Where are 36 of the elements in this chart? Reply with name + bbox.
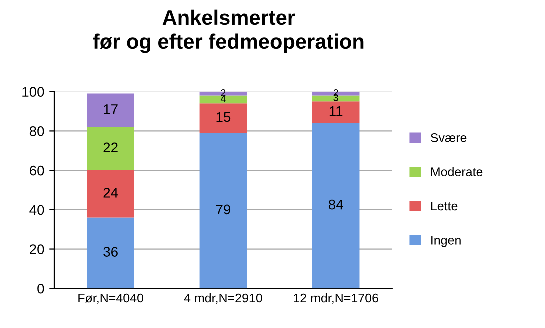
legend-label: Ingen <box>432 236 461 248</box>
data-label: 4 <box>220 96 226 102</box>
x-tick-label: 12 mdr,N=1706 <box>294 294 378 304</box>
y-tick-label: 80 <box>30 126 44 136</box>
data-label: 11 <box>330 106 343 116</box>
y-tick-label: 40 <box>30 205 44 216</box>
data-label: 22 <box>104 142 118 153</box>
y-tick-label: 20 <box>30 244 44 254</box>
legend-label: Svære <box>430 134 467 142</box>
y-tick-label: 0 <box>38 284 44 294</box>
bar <box>200 96 248 104</box>
x-tick-label: Før,N=4040 <box>78 294 144 304</box>
data-label: 24 <box>104 188 118 198</box>
x-tick-label: 4 mdr,N=2910 <box>184 294 262 304</box>
bar <box>87 170 134 218</box>
legend-label: Moderate <box>431 167 483 177</box>
bar <box>312 123 360 289</box>
bar <box>200 133 248 289</box>
bar <box>87 94 134 128</box>
bar <box>87 218 134 289</box>
data-label: 2 <box>221 90 226 96</box>
bar <box>312 102 360 124</box>
legend-label: Lette <box>431 202 458 211</box>
y-tick-label: 100 <box>22 87 44 98</box>
data-label: 15 <box>216 112 231 122</box>
bar <box>312 92 360 96</box>
bar <box>87 127 134 171</box>
bar <box>200 92 248 96</box>
data-label: 84 <box>328 200 344 210</box>
data-label: 36 <box>104 247 118 257</box>
data-label: 79 <box>216 204 231 215</box>
bar <box>200 104 248 134</box>
data-label: 3 <box>334 94 338 102</box>
data-label: 17 <box>104 104 118 114</box>
chart-title: Ankelsmerter før og efter fedmeoperation <box>93 10 364 54</box>
y-tick-label: 60 <box>30 166 44 176</box>
